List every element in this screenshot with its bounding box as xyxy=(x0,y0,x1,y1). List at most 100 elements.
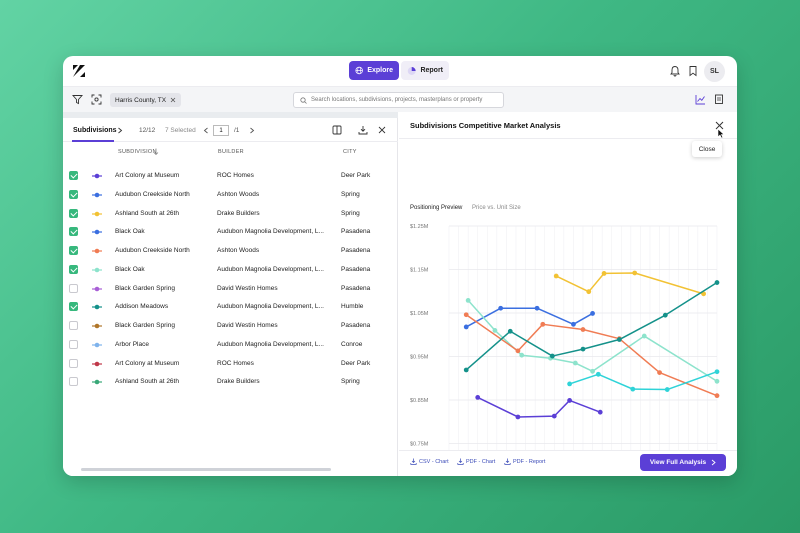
series-point xyxy=(519,352,525,358)
row-checkbox[interactable] xyxy=(69,377,78,387)
table-row[interactable]: Black Garden Spring David Westin Homes Pas… xyxy=(63,280,398,299)
city-cell: Pasadena xyxy=(341,265,371,273)
bookmark-icon[interactable] xyxy=(687,65,699,77)
app-window: Explore Report SL Harris Cou xyxy=(63,56,737,476)
series-line xyxy=(467,299,718,382)
row-checkbox[interactable] xyxy=(69,227,78,237)
subdivision-cell[interactable]: Audubon Creekside North xyxy=(115,190,190,198)
table-row[interactable]: Addison Meadows Audubon Magnolia Developm… xyxy=(63,298,398,317)
row-checkbox[interactable] xyxy=(69,208,78,218)
subdivision-cell[interactable]: Ashland South at 26th xyxy=(115,378,179,386)
bell-icon[interactable] xyxy=(669,65,681,77)
series-point xyxy=(492,328,498,333)
view-full-analysis-label: View Full Analysis xyxy=(649,459,707,466)
table-row[interactable]: Art Colony at Museum ROC Homes Deer Park xyxy=(63,355,398,374)
chip-close-icon[interactable] xyxy=(170,97,176,103)
horizontal-scrollbar[interactable] xyxy=(81,468,331,471)
table-row[interactable]: Audubon Creekside North Ashton Woods Pasad… xyxy=(63,242,398,261)
builder-cell: Ashton Woods xyxy=(217,190,260,198)
prev-page-icon[interactable] xyxy=(203,127,209,134)
page-input[interactable]: 1 xyxy=(213,125,229,136)
subdivision-cell[interactable]: Black Garden Spring xyxy=(115,322,175,329)
subdivision-cell[interactable]: Black Oak xyxy=(115,265,145,273)
series-color-marker-icon xyxy=(92,304,102,310)
row-checkbox[interactable] xyxy=(69,321,78,330)
subdivision-cell[interactable]: Audubon Creekside North xyxy=(115,247,190,254)
table-row[interactable]: Black Garden Spring David Westin Homes Pas… xyxy=(63,317,398,336)
logo-icon[interactable] xyxy=(72,64,86,78)
chart-view-icon[interactable] xyxy=(695,94,706,105)
table-row[interactable]: Ashland South at 26th Drake Builders Sprin… xyxy=(63,205,398,224)
row-checkbox[interactable] xyxy=(69,171,78,180)
selected-count: 7 Selected xyxy=(165,127,196,134)
avatar[interactable]: SL xyxy=(704,61,725,82)
city-cell: Spring xyxy=(341,190,360,198)
city-cell: Pasadena xyxy=(341,247,371,254)
row-checkbox[interactable] xyxy=(69,339,78,349)
report-button[interactable]: Report xyxy=(401,61,449,80)
row-checkbox[interactable] xyxy=(69,358,78,368)
series-point xyxy=(657,370,662,375)
y-tick-label: $0.95M xyxy=(410,355,429,361)
sort-icon[interactable] xyxy=(153,148,159,155)
subdivision-cell[interactable]: Ashland South at 26th xyxy=(115,209,179,217)
report-view-icon[interactable] xyxy=(714,94,725,105)
series-point xyxy=(597,409,603,415)
close-panel-icon[interactable] xyxy=(715,121,724,130)
row-checkbox[interactable] xyxy=(69,283,78,293)
subdivision-cell[interactable]: Art Colony at Museum xyxy=(115,359,180,367)
series-line xyxy=(555,272,704,295)
close-list-icon[interactable] xyxy=(377,125,387,135)
split-view-icon[interactable] xyxy=(332,125,342,135)
y-tick-label: $1.15M xyxy=(410,268,429,274)
row-checkbox[interactable] xyxy=(69,264,78,274)
csv-chart-link[interactable]: CSV - Chart xyxy=(410,458,449,465)
table-row[interactable]: Black Oak Audubon Magnolia Development, L… xyxy=(63,261,398,280)
y-tick-label: $1.25M xyxy=(410,224,429,230)
builder-cell: ROC Homes xyxy=(217,359,254,367)
view-full-analysis-button[interactable]: View Full Analysis xyxy=(640,454,726,471)
table-row[interactable]: Arbor Place Audubon Magnolia Development,… xyxy=(63,336,398,355)
tab-positioning-preview[interactable]: Positioning Preview xyxy=(410,205,463,211)
row-checkbox[interactable] xyxy=(69,246,78,255)
col-city[interactable]: CITY xyxy=(343,149,357,155)
row-checkbox[interactable] xyxy=(69,302,78,312)
col-subdivision[interactable]: SUBDIVISION xyxy=(118,149,157,155)
pdf-chart-link[interactable]: PDF - Chart xyxy=(457,458,495,465)
series-color-marker-icon xyxy=(92,229,102,235)
chevron-right-icon[interactable] xyxy=(117,127,123,134)
locate-icon[interactable] xyxy=(91,94,102,105)
subdivision-cell[interactable]: Art Colony at Museum xyxy=(115,172,180,179)
search-input[interactable]: Search locations, subdivisions, projects… xyxy=(293,92,504,108)
table-row[interactable]: Ashland South at 26th Drake Builders Sprin… xyxy=(63,373,398,392)
series-color-marker-icon xyxy=(92,192,102,198)
price-vs-unit-size-chart: $0.65M$0.75M$0.85M$0.95M$1.05M$1.15M$1.2… xyxy=(410,224,720,450)
series-point xyxy=(475,394,481,400)
subdivision-cell[interactable]: Black Oak xyxy=(115,228,145,236)
city-cell: Deer Park xyxy=(341,172,371,179)
panel-title: Subdivisions Competitive Market Analysis xyxy=(410,121,561,130)
panel-footer-divider xyxy=(399,450,737,451)
series-point xyxy=(601,271,607,276)
location-chip[interactable]: Harris County, TX xyxy=(110,93,182,107)
table-row[interactable]: Black Oak Audubon Magnolia Development, L… xyxy=(63,223,398,242)
table-row[interactable]: Art Colony at Museum ROC Homes Deer Park xyxy=(63,167,398,186)
builder-cell: ROC Homes xyxy=(217,172,254,179)
cursor-icon xyxy=(717,128,725,139)
explore-button[interactable]: Explore xyxy=(349,61,399,80)
next-page-icon[interactable] xyxy=(249,127,255,134)
download-icon[interactable] xyxy=(358,125,368,135)
filter-icon[interactable] xyxy=(72,94,83,105)
table-row[interactable]: Audubon Creekside North Ashton Woods Sprin… xyxy=(63,186,398,205)
pdf-report-link[interactable]: PDF - Report xyxy=(504,458,545,465)
subdivision-cell[interactable]: Arbor Place xyxy=(115,340,149,348)
tab-price-vs-unit-size[interactable]: Price vs. Unit Size xyxy=(472,205,521,211)
tab-subdivisions[interactable]: Subdivisions xyxy=(73,127,117,134)
series-point xyxy=(590,311,595,316)
chevron-right-icon xyxy=(711,459,716,466)
subdivision-cell[interactable]: Black Garden Spring xyxy=(115,284,175,292)
row-checkbox[interactable] xyxy=(69,189,78,199)
col-builder[interactable]: BUILDER xyxy=(218,149,244,155)
series-line xyxy=(465,281,718,371)
subdivision-cell[interactable]: Addison Meadows xyxy=(115,303,169,311)
